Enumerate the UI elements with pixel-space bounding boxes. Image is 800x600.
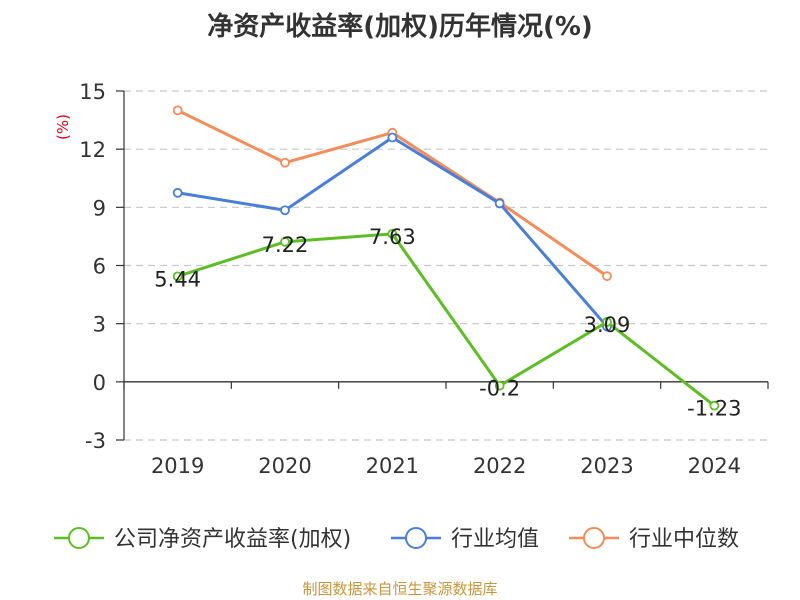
data-labels: 5.44 7.22 7.63 -0.2 3.09 -1.23 <box>154 225 741 421</box>
legend-label: 行业均值 <box>451 527 539 552</box>
y-tick-label: 6 <box>93 255 106 279</box>
data-point <box>602 271 612 282</box>
x-tick-label: 2020 <box>258 454 311 478</box>
axes: -3 0 3 6 9 12 15 2019 2020 2021 2022 2023 2024 <box>79 80 769 478</box>
data-point <box>280 205 290 216</box>
data-label: 7.63 <box>369 225 416 249</box>
y-tick-label: 0 <box>93 371 106 395</box>
x-tick-label: 2021 <box>366 454 419 478</box>
legend-marker <box>405 527 427 549</box>
legend-marker <box>68 527 90 549</box>
legend-label: 行业中位数 <box>629 527 739 552</box>
legend-marker <box>583 527 605 549</box>
data-point <box>172 105 183 116</box>
x-tick-label: 2019 <box>151 454 204 478</box>
data-point <box>280 157 290 168</box>
data-point <box>280 236 290 247</box>
data-label: -1.23 <box>687 397 741 421</box>
data-label: -0.2 <box>479 377 520 401</box>
legend-label: 公司净资产收益率(加权) <box>114 527 351 552</box>
data-point <box>172 271 183 282</box>
y-tick-label: 12 <box>79 138 106 162</box>
data-point <box>172 187 183 198</box>
data-source-footer: 制图数据来自恒生聚源数据库 <box>302 580 498 598</box>
x-tick-label: 2022 <box>473 454 526 478</box>
data-label: 5.44 <box>154 267 201 291</box>
data-label: 3.09 <box>584 313 631 337</box>
legend-item: 公司净资产收益率(加权) <box>54 527 351 552</box>
legend-item: 行业均值 <box>391 527 539 552</box>
series-line <box>177 232 716 407</box>
chart-legend: 公司净资产收益率(加权) 行业均值 行业中位数 <box>54 527 739 552</box>
legend-item: 行业中位数 <box>569 527 739 552</box>
data-point <box>494 380 505 391</box>
data-point <box>387 132 398 143</box>
y-tick-label: -3 <box>85 429 106 453</box>
series-lines <box>172 105 720 411</box>
data-point <box>602 317 612 327</box>
y-axis-title: (%) <box>54 114 72 140</box>
y-tick-label: 3 <box>93 313 106 337</box>
data-point <box>387 228 398 239</box>
data-point <box>494 198 505 209</box>
data-point <box>709 400 720 411</box>
y-tick-label: 15 <box>79 80 106 104</box>
x-tick-label: 2023 <box>580 454 633 478</box>
x-tick-label: 2024 <box>688 454 741 478</box>
data-label: 7.22 <box>262 233 309 257</box>
chart-title: 净资产收益率(加权)历年情况(%) <box>207 12 593 42</box>
y-tick-label: 9 <box>93 196 106 220</box>
